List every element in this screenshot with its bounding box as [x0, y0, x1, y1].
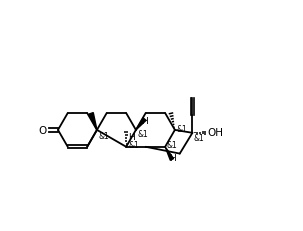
Text: &1: &1	[176, 124, 187, 133]
Text: H: H	[128, 132, 135, 141]
Polygon shape	[136, 119, 146, 130]
Text: &1: &1	[98, 132, 109, 140]
Text: &1: &1	[167, 141, 178, 150]
Text: H: H	[141, 116, 148, 125]
Text: H: H	[169, 153, 176, 162]
Text: &1: &1	[138, 129, 148, 138]
Text: &1: &1	[128, 141, 139, 150]
Text: O: O	[38, 125, 47, 135]
Polygon shape	[89, 113, 97, 130]
Text: &1: &1	[194, 133, 204, 142]
Text: OH: OH	[207, 127, 223, 137]
Polygon shape	[165, 147, 174, 161]
